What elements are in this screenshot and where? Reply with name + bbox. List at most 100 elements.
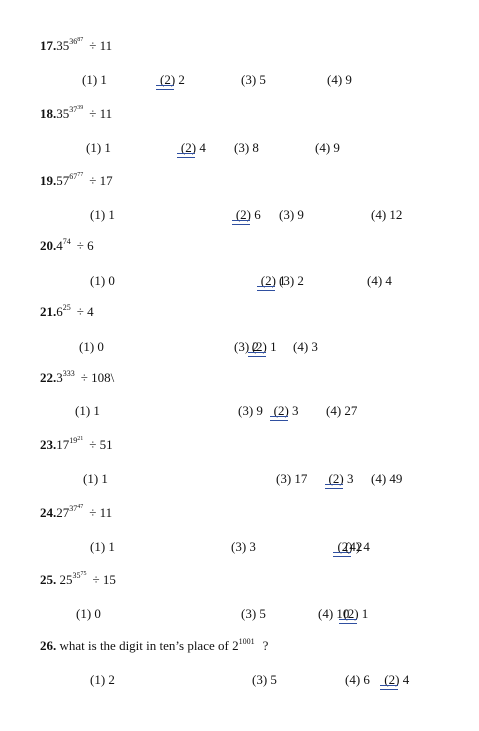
question-q23: 23.171921 ÷ 51 — [40, 436, 113, 453]
option-3: (3) 3 — [231, 539, 256, 554]
option-4: (4) 9 — [315, 140, 340, 155]
operation: ÷ 51 — [89, 437, 113, 452]
base: 57 — [56, 173, 70, 188]
base: 6 — [56, 304, 63, 319]
option-1: (1) 0 — [90, 273, 115, 288]
base: 3 — [56, 370, 63, 385]
exponent: 74 — [63, 237, 71, 246]
option-4: (4) 9 — [327, 72, 352, 87]
exponent-value: 37 — [69, 504, 78, 513]
operation: ÷ 17 — [89, 173, 113, 188]
option-2: (2) 2 — [337, 539, 363, 554]
option-2: (2) 4 — [180, 140, 206, 155]
option-3: (3) 9 — [238, 403, 263, 418]
option-3: (3) 17 — [276, 471, 308, 486]
exponent-value: 36 — [69, 37, 78, 46]
base: 17 — [56, 437, 70, 452]
base: 27 — [56, 505, 70, 520]
option-1: (1) 1 — [83, 471, 108, 486]
question-q18: 18.353739 ÷ 11 — [40, 105, 113, 122]
exponent: 3575 — [73, 571, 87, 580]
operation: ÷ 108\ — [80, 370, 115, 385]
question-number: 25. — [40, 572, 57, 587]
option-2: (2) 3 — [273, 403, 299, 418]
exponent: 333 — [63, 369, 75, 378]
question-q21: 21.625 ÷ 4 — [40, 304, 94, 320]
exponent-nested: 75 — [80, 571, 87, 577]
question-number: 26. — [40, 638, 57, 653]
option-4: (4) 3 — [293, 339, 318, 354]
exponent: 1001 — [238, 637, 255, 646]
option-2: (2) 3 — [328, 471, 354, 486]
option-1: (1) 1 — [86, 140, 111, 155]
option-4: (4) 10 — [318, 606, 350, 621]
question-number: 19. — [40, 173, 57, 188]
exponent-value: 35 — [72, 571, 81, 580]
option-1: (1) 2 — [90, 672, 115, 687]
option-2: (2) 1 — [343, 606, 369, 621]
operation: ÷ 11 — [89, 38, 113, 53]
option-4: (4) 27 — [326, 403, 358, 418]
operation: ÷ 4 — [76, 304, 94, 319]
question-text: what is the digit in ten’s place of 2 — [56, 638, 239, 653]
option-3: (3) 9 — [279, 207, 304, 222]
base: 25 — [56, 572, 73, 587]
option-3: (3) 2 — [279, 273, 304, 288]
question-mark: ? — [262, 638, 269, 653]
question-q24: 24.273747 ÷ 11 — [40, 504, 113, 521]
operation: ÷ 11 — [89, 505, 113, 520]
exponent-value: 333 — [62, 369, 75, 378]
question-number: 18. — [40, 106, 57, 121]
exponent: 3747 — [69, 504, 83, 513]
option-3: (3) 5 — [241, 72, 266, 87]
option-3: (3) 8 — [234, 140, 259, 155]
option-4: (4) 4 — [367, 273, 392, 288]
exponent-nested: 47 — [77, 504, 84, 510]
question-number: 23. — [40, 437, 57, 452]
question-q25: 25. 253575 ÷ 15 — [40, 571, 116, 588]
question-q26: 26. what is the digit in ten’s place of … — [40, 638, 268, 654]
exponent: 25 — [63, 303, 71, 312]
option-1: (1) 1 — [90, 207, 115, 222]
option-2: (2) 4 — [384, 672, 410, 687]
exponent-nested: 87 — [77, 37, 84, 43]
question-q22: 22.3333 ÷ 108\ — [40, 370, 114, 386]
question-sheet: 17.353687 ÷ 11 (1) 1 (2) 2 (3) 5 (4) 9 18.3537… — [0, 0, 479, 687]
exponent-value: 37 — [69, 105, 78, 114]
operation: ÷ 6 — [76, 238, 94, 253]
question-number: 21. — [40, 304, 57, 319]
base: 4 — [56, 238, 63, 253]
exponent-value: 74 — [62, 237, 71, 246]
exponent-nested: 21 — [77, 436, 84, 442]
exponent: 6777 — [69, 172, 83, 181]
option-4: (4) 49 — [371, 471, 403, 486]
exponent-nested: 39 — [77, 105, 84, 111]
option-1: (1) 1 — [75, 403, 100, 418]
option-4: (4) 6 — [345, 672, 370, 687]
option-1: (1) 1 — [90, 539, 115, 554]
base: 35 — [56, 38, 70, 53]
question-number: 24. — [40, 505, 57, 520]
base: 35 — [56, 106, 70, 121]
exponent: 3687 — [69, 37, 83, 46]
option-2: (2) 6 — [235, 207, 261, 222]
question-number: 22. — [40, 370, 57, 385]
question-q19: 19.576777 ÷ 17 — [40, 172, 113, 189]
option-3: (3) 5 — [241, 606, 266, 621]
operation: ÷ 15 — [92, 572, 116, 587]
option-1: (1) 0 — [79, 339, 104, 354]
option-4: (4) 4 — [345, 539, 370, 554]
question-q20: 20.474 ÷ 6 — [40, 238, 94, 254]
option-1: (1) 1 — [82, 72, 107, 87]
option-3: (3) 5 — [252, 672, 277, 687]
exponent-value: 25 — [62, 303, 71, 312]
question-number: 20. — [40, 238, 57, 253]
exponent-value: 67 — [69, 172, 78, 181]
operation: ÷ 11 — [89, 106, 113, 121]
exponent-nested: 77 — [77, 172, 84, 178]
option-2: (2) 1 — [260, 273, 286, 288]
exponent: 1921 — [69, 436, 83, 445]
option-2: (2) 2 — [160, 72, 185, 87]
option-3: (3) 2 — [234, 339, 259, 354]
option-2: (2) 1 — [251, 339, 277, 354]
